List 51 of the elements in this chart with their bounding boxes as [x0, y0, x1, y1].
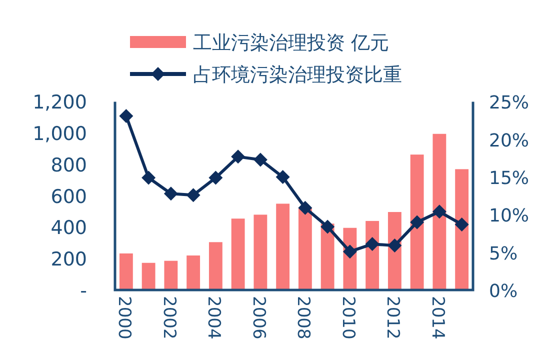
x-tick-label: 2012 [382, 296, 403, 340]
bar [186, 255, 200, 290]
x-tick-label: 2014 [427, 296, 448, 340]
y-tick-label: 1,000 [32, 123, 87, 146]
point [410, 215, 424, 230]
point [119, 109, 134, 124]
point [454, 217, 469, 232]
y2-tick-label: 0% [489, 281, 518, 302]
bar [410, 154, 424, 290]
x-tick-label: 2010 [338, 296, 358, 340]
bar [164, 260, 178, 290]
point [365, 237, 380, 252]
y2-tick-label: 5% [489, 243, 518, 264]
point [231, 150, 246, 164]
y2-tick-label: 10% [489, 206, 530, 227]
y-tick-label: 600 [50, 186, 87, 208]
y-tick-label: 800 [50, 154, 87, 176]
x-tick-label: 2006 [248, 296, 268, 340]
y2-tick-label: 20% [489, 130, 530, 152]
x-tick-label: 2004 [204, 296, 224, 340]
x-tick-label: 2008 [293, 296, 314, 340]
bar [142, 262, 156, 290]
point [142, 170, 156, 185]
point [432, 204, 446, 219]
bar [231, 218, 245, 290]
point [186, 188, 200, 202]
x-tick-label: 2000 [114, 296, 134, 340]
point [388, 238, 402, 253]
point [320, 220, 335, 234]
y-tick-label: 1,200 [32, 92, 87, 114]
y2-tick-label: 15% [489, 168, 530, 190]
bar [276, 204, 290, 290]
point [208, 170, 223, 185]
point [298, 200, 312, 215]
bar [455, 169, 469, 290]
y-tick-label: 200 [50, 248, 87, 271]
point [342, 244, 357, 259]
bar [119, 253, 133, 290]
bar [298, 208, 312, 290]
bar [254, 214, 268, 290]
y2-tick-label: 25% [489, 92, 530, 114]
bar [432, 134, 446, 290]
bar [208, 242, 222, 290]
point [276, 170, 290, 184]
point [253, 152, 268, 167]
x-tick-label: 2002 [158, 296, 179, 340]
legend-label: 占环境污染治理投资比重 [193, 64, 402, 86]
y-tick-label: 400 [50, 217, 87, 240]
legend-label: 工业污染治理投资 亿元 [193, 32, 390, 54]
y-tick-label: - [80, 280, 87, 302]
point [164, 186, 178, 201]
